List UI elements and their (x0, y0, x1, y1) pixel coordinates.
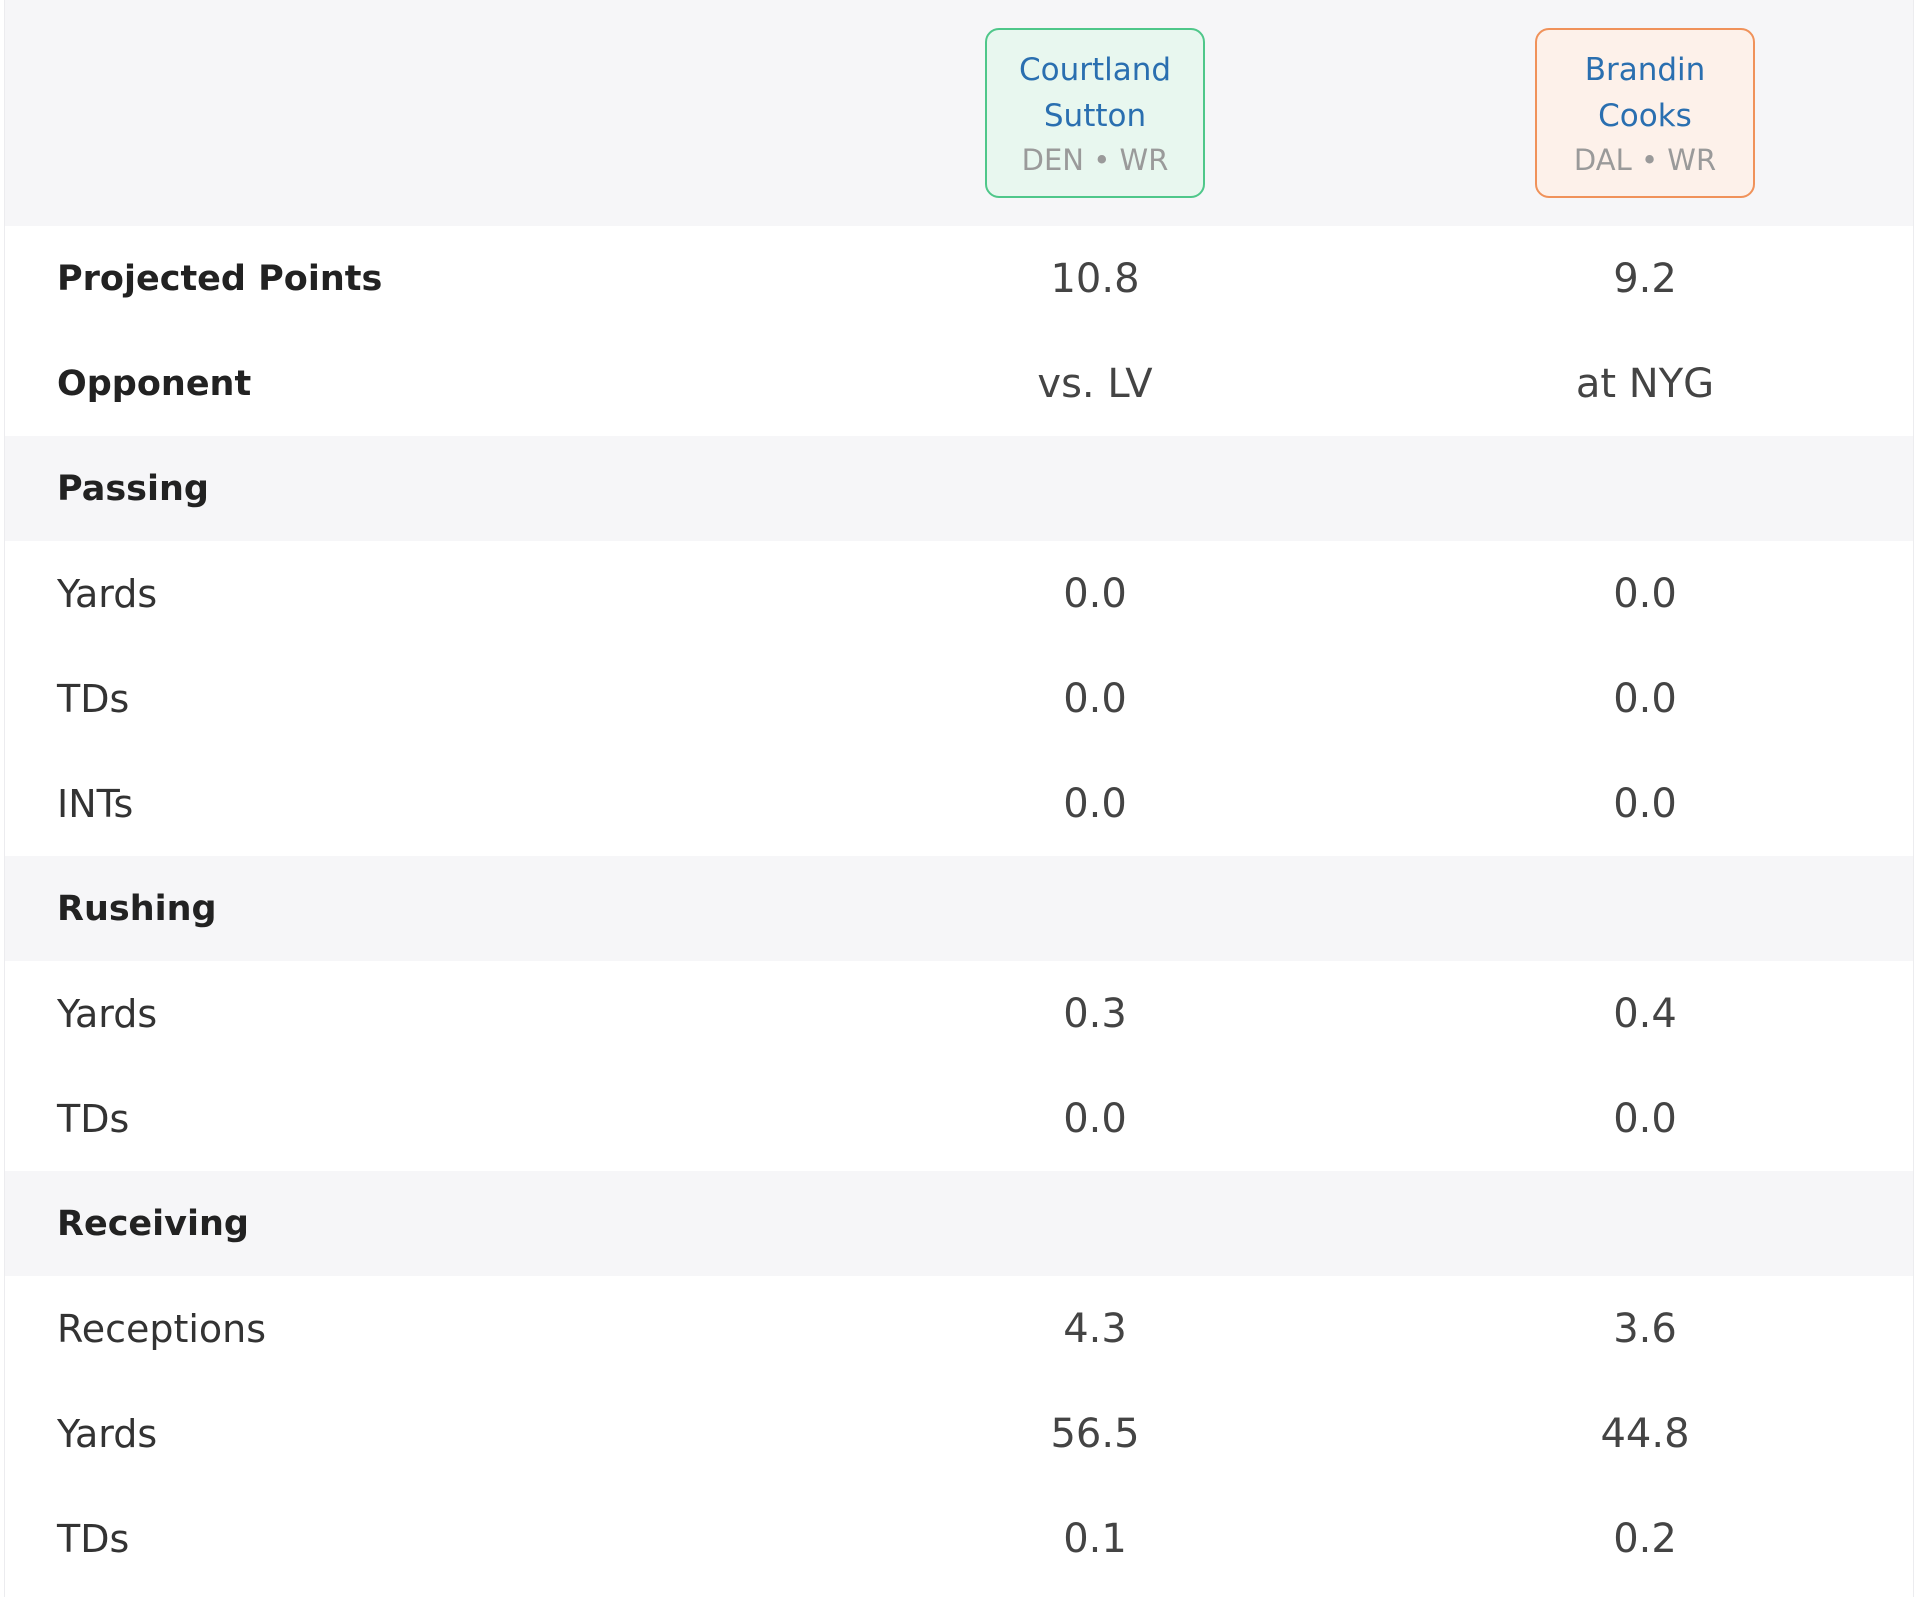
value-a: 0.0 (1063, 1095, 1127, 1142)
player-meta-a: DEN • WR (1021, 143, 1169, 177)
player-last-name-a: Sutton (1043, 98, 1147, 134)
player-column-a: Courtland Sutton DEN • WR (815, 0, 1375, 226)
value-b: 9.2 (1613, 255, 1677, 302)
value-b: 3.6 (1613, 1305, 1677, 1352)
row-label: Projected Points (57, 258, 383, 299)
value-a: 0.0 (1063, 675, 1127, 722)
row-label: TDs (57, 1096, 130, 1141)
value-a: 4.3 (1063, 1305, 1127, 1352)
value-b: 44.8 (1600, 1410, 1690, 1457)
value-a: 0.1 (1063, 1515, 1127, 1562)
receiving-yards-row: Yards 56.5 44.8 (5, 1381, 1913, 1486)
receptions-row: Receptions 4.3 3.6 (5, 1276, 1913, 1381)
section-title: Passing (57, 468, 209, 509)
value-a: 0.0 (1063, 780, 1127, 827)
opponent-row: Opponent vs. LV at NYG (5, 331, 1913, 436)
section-title: Rushing (57, 888, 217, 929)
value-b: 0.2 (1613, 1515, 1677, 1562)
row-label: TDs (57, 676, 130, 721)
player-comparison-table: Courtland Sutton DEN • WR Brandin Cooks … (4, 0, 1914, 1597)
player-header-row: Courtland Sutton DEN • WR Brandin Cooks … (5, 0, 1913, 226)
value-b: at NYG (1575, 360, 1715, 407)
value-a: 56.5 (1050, 1410, 1140, 1457)
player-name-a[interactable]: Courtland Sutton (1000, 47, 1190, 139)
row-label: TDs (57, 1516, 130, 1561)
row-label: INTs (57, 781, 134, 826)
row-label: Yards (57, 1411, 158, 1456)
section-header-rushing: Rushing (5, 856, 1913, 961)
section-title: Receiving (57, 1203, 249, 1244)
row-label: Receptions (57, 1306, 267, 1351)
value-a: 0.0 (1063, 570, 1127, 617)
player-card-b[interactable]: Brandin Cooks DAL • WR (1535, 28, 1755, 198)
passing-ints-row: INTs 0.0 0.0 (5, 751, 1913, 856)
receiving-tds-row: TDs 0.1 0.2 (5, 1486, 1913, 1591)
value-a: vs. LV (1037, 360, 1153, 407)
row-label: Yards (57, 571, 158, 616)
row-label: Opponent (57, 363, 252, 404)
value-b: 0.0 (1613, 780, 1677, 827)
value-a: 0.3 (1063, 990, 1127, 1037)
rushing-yards-row: Yards 0.3 0.4 (5, 961, 1913, 1066)
value-b: 0.0 (1613, 675, 1677, 722)
player-first-name-a: Courtland (1018, 52, 1172, 88)
section-header-receiving: Receiving (5, 1171, 1913, 1276)
projected-points-row: Projected Points 10.8 9.2 (5, 226, 1913, 331)
section-header-passing: Passing (5, 436, 1913, 541)
passing-tds-row: TDs 0.0 0.0 (5, 646, 1913, 751)
rushing-tds-row: TDs 0.0 0.0 (5, 1066, 1913, 1171)
player-card-a[interactable]: Courtland Sutton DEN • WR (985, 28, 1205, 198)
passing-yards-row: Yards 0.0 0.0 (5, 541, 1913, 646)
player-last-name-b: Cooks (1598, 98, 1692, 134)
value-b: 0.0 (1613, 570, 1677, 617)
player-name-b[interactable]: Brandin Cooks (1550, 47, 1740, 139)
value-a: 10.8 (1050, 255, 1140, 302)
value-b: 0.4 (1613, 990, 1677, 1037)
player-first-name-b: Brandin (1584, 52, 1706, 88)
value-b: 0.0 (1613, 1095, 1677, 1142)
player-meta-b: DAL • WR (1573, 143, 1717, 177)
row-label: Yards (57, 991, 158, 1036)
player-column-b: Brandin Cooks DAL • WR (1365, 0, 1920, 226)
